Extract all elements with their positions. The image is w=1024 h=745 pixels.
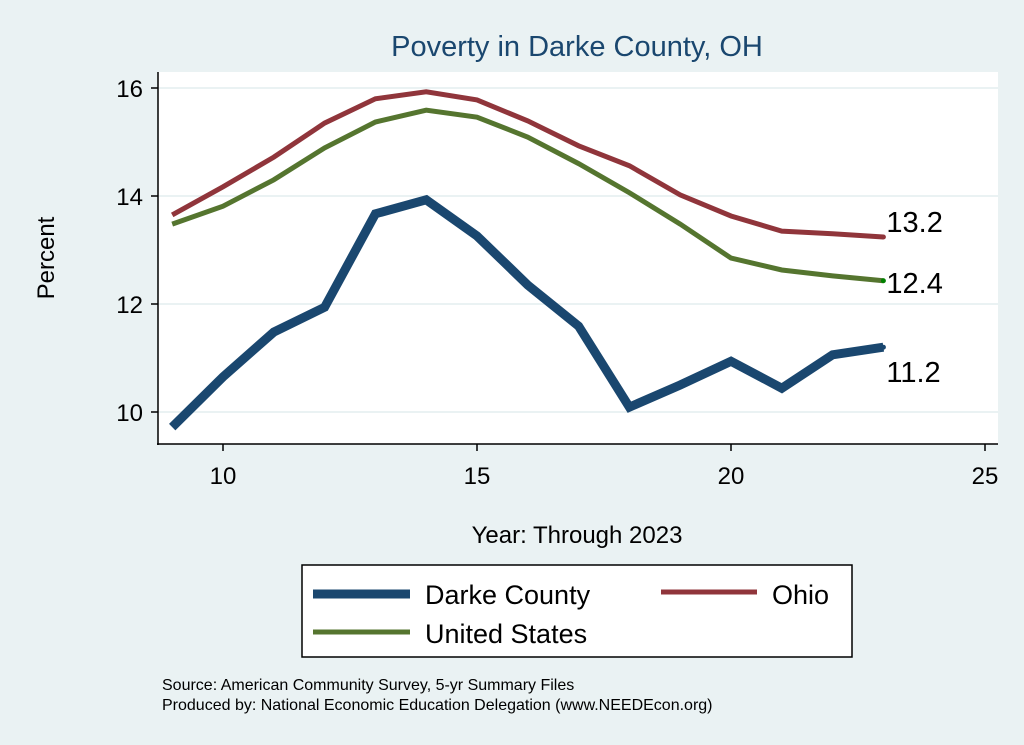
series-end-marker: [880, 234, 886, 240]
y-tick-label: 10: [116, 400, 143, 427]
series-end-label: 11.2: [886, 357, 940, 389]
legend-label-united-states: United States: [425, 619, 587, 649]
series-end-marker: [880, 344, 886, 350]
legend-box: [301, 564, 853, 658]
y-tick-label: 14: [116, 184, 143, 211]
series-line-darke-county: [169, 194, 885, 431]
x-axis-label: Year: Through 2023: [472, 522, 683, 549]
series-line-ohio: [170, 89, 884, 240]
y-tick-label: 12: [116, 292, 143, 319]
series-end-label: 12.4: [886, 268, 942, 300]
chart-title: Poverty in Darke County, OH: [391, 31, 763, 63]
series-end-label: 13.2: [886, 207, 942, 239]
y-axis-label: Percent: [33, 216, 60, 299]
x-tick-label: 15: [464, 463, 491, 490]
series-end-marker: [880, 278, 886, 284]
legend-label-ohio: Ohio: [772, 580, 829, 610]
x-tick-label: 10: [210, 463, 237, 490]
producer-note: Produced by: National Economic Education…: [162, 697, 713, 714]
y-tick-label: 16: [116, 76, 143, 103]
legend: Darke County Ohio United States: [301, 564, 853, 658]
series-line-united-states: [171, 107, 884, 284]
x-tick-label: 20: [718, 463, 745, 490]
plot-region: [158, 72, 998, 444]
x-tick-label: 25: [972, 463, 999, 490]
legend-label-darke-county: Darke County: [425, 580, 591, 610]
source-note: Source: American Community Survey, 5-yr …: [162, 677, 574, 694]
